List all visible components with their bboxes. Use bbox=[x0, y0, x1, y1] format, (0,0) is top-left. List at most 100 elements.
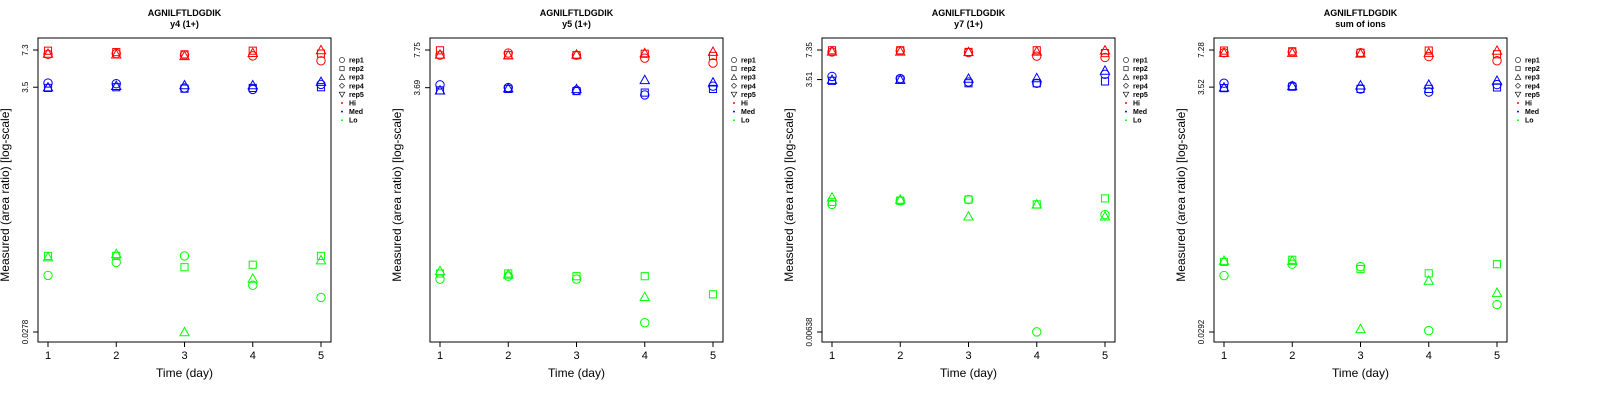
data-point-hi-rep3 bbox=[707, 46, 719, 56]
legend-marker bbox=[1514, 73, 1522, 80]
data-point-hi-rep1 bbox=[503, 48, 513, 58]
y-axis-label: Measured (area ratio) [log-scale] bbox=[1174, 108, 1188, 281]
data-point-lo-rep1 bbox=[640, 318, 650, 328]
x-axis-label: Time (day) bbox=[1332, 366, 1389, 380]
legend-marker bbox=[730, 91, 738, 98]
data-point-hi-rep2 bbox=[248, 46, 257, 55]
legend-entry: rep3 bbox=[1133, 75, 1148, 82]
data-point-med-rep2 bbox=[504, 84, 513, 93]
legend-entry: rep4 bbox=[741, 83, 756, 90]
data-point-lo-rep3 bbox=[502, 268, 514, 279]
x-tick-label: 5 bbox=[1102, 350, 1108, 362]
legend-entry: Hi bbox=[1525, 101, 1532, 108]
x-axis-label: Time (day) bbox=[548, 366, 605, 380]
data-point-lo-rep3 bbox=[963, 210, 974, 221]
x-tick-label: 3 bbox=[573, 350, 579, 362]
legend-marker bbox=[1125, 110, 1127, 113]
data-point-lo-rep2 bbox=[1492, 260, 1502, 269]
data-point-med-rep1 bbox=[1032, 78, 1042, 88]
legend-marker bbox=[338, 91, 346, 98]
data-point-med-rep1 bbox=[1219, 78, 1229, 88]
legend-marker bbox=[730, 73, 738, 80]
y-tick-label: 7.28 bbox=[1197, 42, 1206, 58]
x-axis-label: Time (day) bbox=[156, 366, 213, 380]
data-point-med-rep1 bbox=[111, 79, 121, 89]
legend-marker bbox=[339, 66, 345, 72]
data-point-med-rep3 bbox=[1031, 72, 1043, 83]
y-axis-label: Measured (area ratio) [log-scale] bbox=[0, 108, 12, 281]
data-point-hi-rep3 bbox=[247, 47, 259, 58]
data-point-med-rep2 bbox=[640, 88, 649, 97]
data-point-med-rep1 bbox=[827, 71, 837, 82]
legend-entry: rep1 bbox=[741, 58, 756, 65]
legend-entry: rep3 bbox=[349, 75, 364, 82]
chart-title: AGNILFTLDGDIK bbox=[148, 8, 222, 18]
data-point-lo-rep1 bbox=[503, 271, 513, 281]
legend-entry: Med bbox=[741, 109, 755, 116]
data-point-lo-rep3 bbox=[247, 272, 259, 283]
data-point-hi-rep3 bbox=[1423, 47, 1435, 57]
data-point-lo-rep1 bbox=[1100, 209, 1110, 220]
data-point-hi-rep2 bbox=[640, 49, 649, 58]
legend-marker bbox=[339, 82, 345, 89]
data-point-lo-rep1 bbox=[435, 274, 445, 284]
data-point-hi-rep3 bbox=[1218, 47, 1230, 57]
data-point-med-rep2 bbox=[708, 84, 718, 93]
legend-entry: rep5 bbox=[1133, 92, 1148, 99]
legend-marker bbox=[1123, 57, 1129, 63]
legend-entry: rep4 bbox=[1525, 83, 1540, 90]
data-point-lo-rep2 bbox=[640, 272, 649, 281]
y-tick-label: 3.51 bbox=[805, 71, 814, 87]
data-point-hi-rep2 bbox=[1100, 49, 1110, 58]
data-point-lo-rep2 bbox=[1424, 269, 1433, 278]
legend-entry: rep5 bbox=[349, 92, 364, 99]
data-point-hi-rep1 bbox=[43, 49, 53, 60]
legend-entry: rep2 bbox=[1133, 66, 1148, 73]
data-point-hi-rep1 bbox=[708, 58, 718, 68]
data-point-lo-rep3 bbox=[42, 251, 54, 262]
x-tick-label: 4 bbox=[1034, 350, 1040, 362]
legend-entry: Med bbox=[1525, 109, 1539, 116]
data-point-hi-rep3 bbox=[894, 45, 906, 56]
legend-entry: rep2 bbox=[741, 66, 756, 73]
data-point-med-rep3 bbox=[42, 81, 54, 92]
data-point-med-rep2 bbox=[1032, 79, 1041, 88]
plot-frame bbox=[1213, 37, 1508, 343]
data-point-hi-rep3 bbox=[571, 48, 582, 59]
legend-marker bbox=[1517, 110, 1519, 113]
data-point-lo-rep3 bbox=[894, 193, 906, 204]
data-point-med-rep1 bbox=[640, 90, 650, 100]
data-point-lo-rep1 bbox=[1032, 327, 1042, 337]
data-point-med-rep1 bbox=[248, 84, 258, 95]
legend-entry: Med bbox=[1133, 109, 1147, 116]
data-point-hi-rep2 bbox=[572, 51, 581, 60]
data-point-hi-rep3 bbox=[826, 45, 838, 56]
data-point-med-rep3 bbox=[963, 72, 974, 83]
y-tick-label: 0.00638 bbox=[805, 317, 814, 346]
data-point-med-rep2 bbox=[1219, 84, 1229, 93]
legend-marker bbox=[341, 102, 343, 104]
data-point-med-rep2 bbox=[1100, 77, 1110, 86]
legend-entry: rep1 bbox=[349, 58, 364, 65]
y-tick-label: 7.75 bbox=[413, 42, 422, 58]
legend-marker bbox=[1514, 91, 1522, 98]
legend-marker bbox=[731, 57, 737, 63]
data-point-lo-rep3 bbox=[1031, 198, 1043, 209]
data-point-hi-rep3 bbox=[639, 47, 651, 58]
data-point-lo-rep3 bbox=[826, 191, 838, 202]
data-point-lo-rep2 bbox=[708, 290, 718, 299]
data-point-lo-rep1 bbox=[111, 257, 121, 268]
legend-entry: rep4 bbox=[1133, 83, 1148, 90]
y-tick-label: 0.0278 bbox=[21, 319, 30, 344]
data-point-lo-rep3 bbox=[315, 254, 327, 265]
data-point-lo-rep3 bbox=[1355, 323, 1366, 334]
data-point-hi-rep2 bbox=[1424, 46, 1433, 55]
data-point-med-rep3 bbox=[434, 84, 446, 95]
data-point-lo-rep1 bbox=[571, 274, 582, 284]
x-axis-label: Time (day) bbox=[940, 366, 997, 380]
x-tick-label: 5 bbox=[318, 350, 324, 362]
data-point-med-rep2 bbox=[964, 79, 973, 88]
